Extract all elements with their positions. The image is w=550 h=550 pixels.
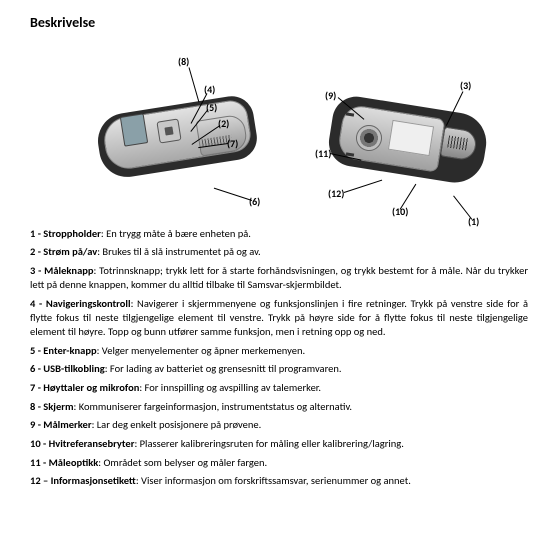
callout-7: (7) [227,137,238,150]
desc-item-1: 1 - Stroppholder: En trygg måte å bære e… [30,227,528,241]
callout-12: (12) [328,187,344,200]
desc-item-4: 4 - Navigeringskontroll: Navigerer i skj… [30,297,528,340]
callout-8: (8) [178,55,189,68]
callout-9: (9) [325,89,336,102]
lead-6 [214,188,252,201]
desc-item-12: 12 – Informasjonsetikett: Viser informas… [30,474,528,488]
description-list: 1 - Stroppholder: En trygg måte å bære e… [30,227,528,489]
callout-6: (6) [249,195,260,208]
desc-item-5: 5 - Enter-knapp: Velger menyelementer og… [30,344,528,358]
callout-5: (5) [206,101,217,114]
page-title: Beskrivelse [30,14,528,31]
desc-item-9: 9 - Målmerker: Lar deg enkelt posisjoner… [30,418,528,432]
desc-item-11: 11 - Måleoptikk: Området som belyser og … [30,456,528,470]
desc-item-10: 10 - Hvitreferansebryter: Plasserer kali… [30,437,528,451]
desc-item-2: 2 - Strøm på/av: Brukes til å slå instru… [30,245,528,259]
callout-2: (2) [218,117,229,130]
desc-item-7: 7 - Høyttaler og mikrofon: For innspilli… [30,381,528,395]
desc-item-3: 3 - Måleknapp: Totrinnsknapp; trykk lett… [30,264,528,292]
device-bottom-view [330,91,490,191]
desc-item-8: 8 - Skjerm: Kommuniserer fargeinformasjo… [30,400,528,414]
desc-item-6: 6 - USB-tilkobling: For lading av batter… [30,362,528,376]
device-diagram: (8)(4)(5)(2)(7)(6)(9)(3)(11)(12)(10)(1) [30,37,520,222]
lead-1 [453,196,472,220]
